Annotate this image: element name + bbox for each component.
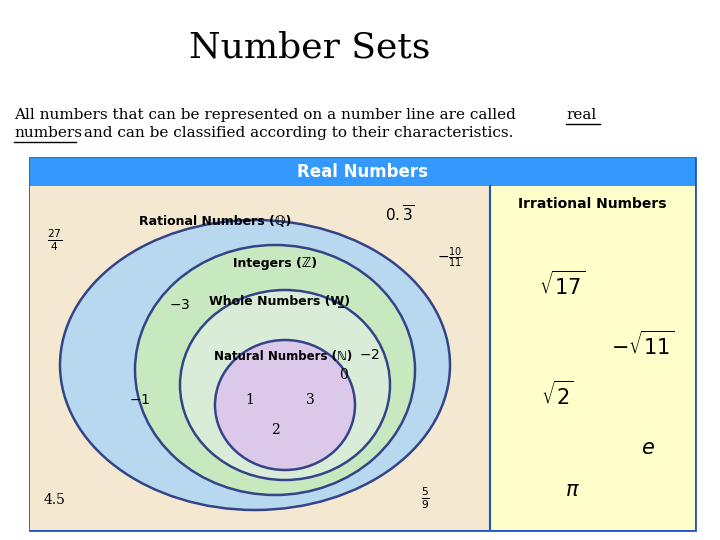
Text: $\frac{5}{9}$: $\frac{5}{9}$ [420, 485, 429, 511]
Text: Real Numbers: Real Numbers [297, 163, 428, 181]
Text: Rational Numbers (ℚ): Rational Numbers (ℚ) [139, 214, 291, 227]
Text: $\pi$: $\pi$ [565, 481, 580, 500]
Text: $-2$: $-2$ [359, 348, 380, 362]
Text: Number Sets: Number Sets [189, 31, 431, 65]
Bar [490, 186, 695, 530]
Text: real: real [566, 108, 596, 122]
Text: Integers (ℤ): Integers (ℤ) [233, 257, 317, 270]
Ellipse shape [180, 290, 390, 480]
Text: $-\sqrt{11}$: $-\sqrt{11}$ [611, 331, 675, 359]
Ellipse shape [215, 340, 355, 470]
Text: and can be classified according to their characteristics.: and can be classified according to their… [79, 126, 513, 140]
Text: $\frac{27}{4}$: $\frac{27}{4}$ [48, 227, 63, 253]
Bar [30, 186, 490, 530]
Text: Natural Numbers (ℕ): Natural Numbers (ℕ) [214, 350, 352, 363]
Text: $-3$: $-3$ [169, 298, 191, 312]
Text: Irrational Numbers: Irrational Numbers [518, 197, 667, 211]
Text: Whole Numbers (W̲): Whole Numbers (W̲) [210, 295, 351, 308]
Ellipse shape [60, 220, 450, 510]
Bar [30, 158, 695, 530]
Text: numbers: numbers [14, 126, 82, 140]
Text: All numbers that can be represented on a number line are called: All numbers that can be represented on a… [14, 108, 521, 122]
Text: $-\frac{10}{11}$: $-\frac{10}{11}$ [437, 246, 463, 270]
Text: 2: 2 [271, 423, 279, 437]
Ellipse shape [135, 245, 415, 495]
Text: 1: 1 [246, 393, 254, 407]
Text: $e$: $e$ [641, 438, 654, 457]
Text: $\sqrt{2}$: $\sqrt{2}$ [541, 381, 574, 409]
Text: 4.5: 4.5 [44, 493, 66, 507]
Text: 3: 3 [305, 393, 315, 407]
Text: $\sqrt{17}$: $\sqrt{17}$ [539, 271, 585, 299]
Text: 0: 0 [338, 368, 347, 382]
Bar [30, 158, 695, 186]
Text: $-1$: $-1$ [130, 393, 150, 407]
Text: $0.\overline{3}$: $0.\overline{3}$ [385, 205, 415, 225]
